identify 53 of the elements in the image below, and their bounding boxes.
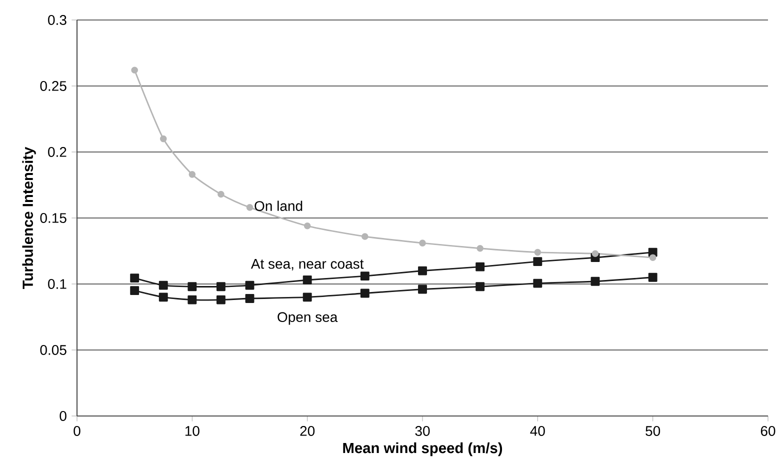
point — [476, 262, 485, 272]
point — [360, 288, 370, 298]
point — [160, 135, 167, 142]
y-axis-title: Turbulence Intensity — [22, 146, 36, 289]
point — [245, 280, 254, 290]
point — [216, 295, 226, 304]
point — [188, 171, 196, 178]
point — [302, 276, 312, 284]
x-tick-label: 60 — [760, 426, 776, 436]
point — [360, 272, 370, 281]
point — [158, 292, 168, 302]
x-tick-label: 0 — [74, 426, 80, 436]
point — [533, 257, 542, 266]
point — [245, 294, 254, 303]
point — [476, 282, 485, 292]
y-tick-label: 0.15 — [40, 213, 66, 223]
point — [218, 190, 224, 198]
point — [533, 278, 542, 288]
point — [130, 286, 140, 296]
x-tick-label: 40 — [530, 426, 545, 436]
point — [304, 222, 311, 230]
point — [534, 248, 542, 256]
y-tick-label: 0.3 — [48, 15, 66, 25]
point — [131, 66, 138, 74]
y-tick-label: 0.05 — [40, 345, 66, 355]
point — [216, 282, 226, 292]
point — [130, 274, 140, 283]
point — [302, 292, 312, 302]
x-axis-title: Mean wind speed (m/s) — [343, 442, 502, 456]
point — [246, 204, 254, 211]
series-label: Open sea — [278, 312, 338, 325]
point — [592, 250, 599, 258]
point — [188, 295, 197, 304]
y-tick-label: 0 — [60, 411, 66, 421]
point — [158, 280, 168, 290]
point — [648, 272, 658, 282]
point — [188, 282, 197, 292]
x-tick-label: 50 — [646, 426, 660, 436]
x-tick-label: 20 — [300, 426, 315, 436]
x-tick-label: 30 — [415, 426, 430, 436]
point — [418, 266, 427, 276]
y-tick-label: 0.1 — [48, 279, 66, 289]
y-tick-label: 0.2 — [48, 147, 66, 157]
series-label: On land — [254, 200, 302, 211]
x-tick-label: 10 — [185, 426, 200, 436]
point — [649, 254, 656, 261]
point — [419, 240, 426, 246]
point — [590, 276, 600, 286]
point — [418, 284, 427, 294]
series-label: At sea, near coast — [250, 259, 364, 270]
y-tick-label: 0.25 — [40, 81, 66, 91]
point — [476, 244, 484, 252]
point — [362, 233, 368, 240]
